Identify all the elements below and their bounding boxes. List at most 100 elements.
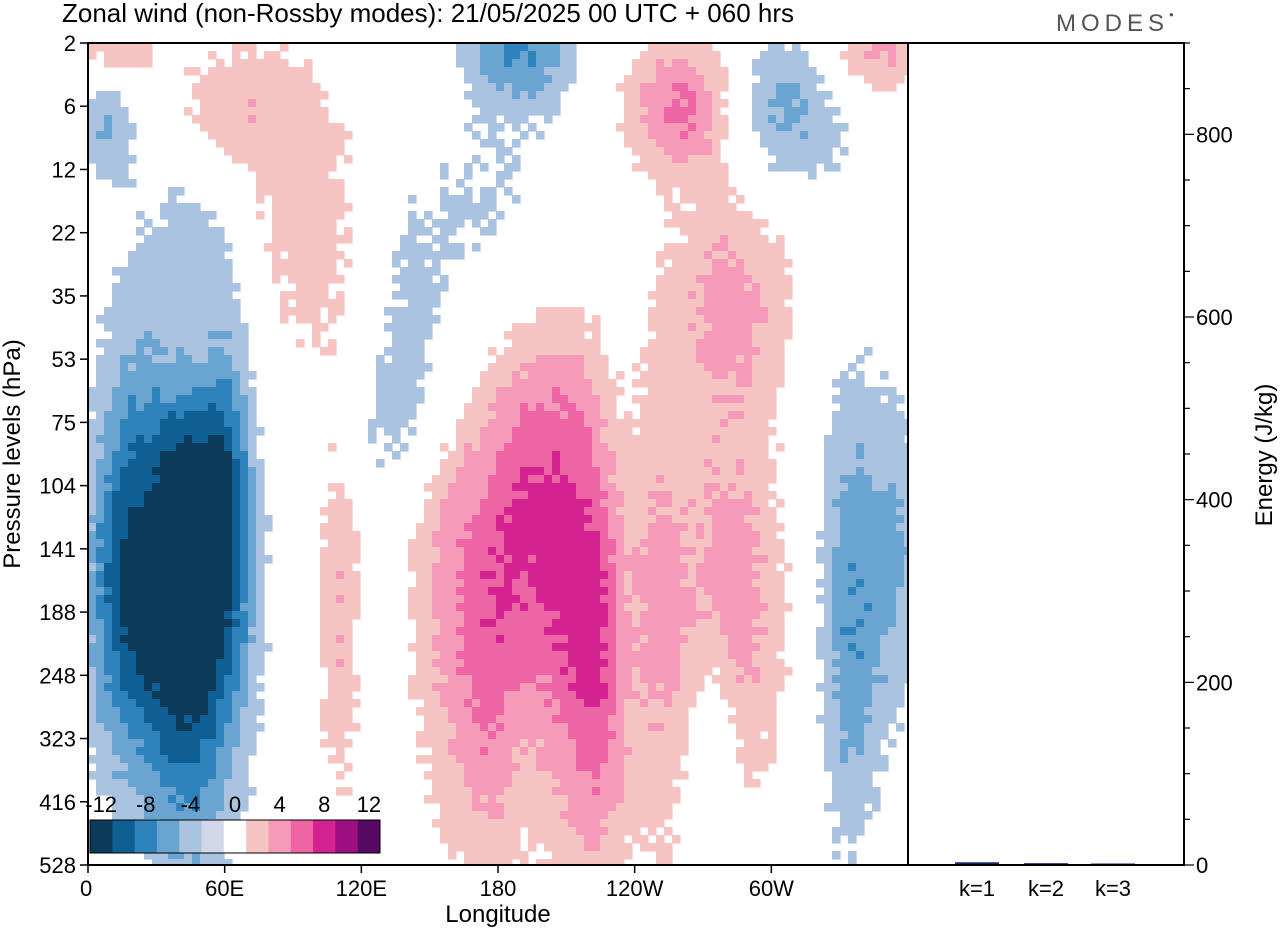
heatmap-cell xyxy=(784,163,793,172)
heatmap-cell xyxy=(840,555,849,564)
heatmap-cell xyxy=(656,659,665,668)
heatmap-cell xyxy=(664,451,673,460)
heatmap-cell xyxy=(584,499,593,508)
heatmap-cell xyxy=(488,75,497,84)
heatmap-cell xyxy=(696,147,705,156)
heatmap-cell xyxy=(128,395,137,404)
heatmap-cell xyxy=(768,299,777,308)
heatmap-cell xyxy=(624,595,633,604)
heatmap-cell xyxy=(136,451,145,460)
heatmap-cell xyxy=(304,275,313,284)
heatmap-cell xyxy=(656,315,665,324)
heatmap-cell xyxy=(112,683,121,692)
heatmap-cell xyxy=(896,635,905,644)
heatmap-cell xyxy=(896,643,905,652)
heatmap-cell xyxy=(432,667,441,676)
heatmap-cell xyxy=(648,411,657,420)
heatmap-cell xyxy=(904,459,909,468)
heatmap-cell xyxy=(128,419,137,428)
heatmap-cell xyxy=(648,363,657,372)
heatmap-cell xyxy=(688,371,697,380)
heatmap-cell xyxy=(160,251,169,260)
heatmap-cell xyxy=(688,411,697,420)
heatmap-cell xyxy=(728,203,737,212)
heatmap-cell xyxy=(528,331,537,340)
heatmap-cell xyxy=(128,299,137,308)
heatmap-cell xyxy=(408,339,417,348)
heatmap-cell xyxy=(200,275,209,284)
heatmap-cell xyxy=(280,179,289,188)
heatmap-cell xyxy=(632,595,641,604)
heatmap-cell xyxy=(104,563,113,572)
heatmap-cell xyxy=(200,347,209,356)
heatmap-cell xyxy=(520,411,529,420)
heatmap-cell xyxy=(752,659,761,668)
heatmap-cell xyxy=(416,675,425,684)
heatmap-cell xyxy=(560,547,569,556)
heatmap-cell xyxy=(896,627,905,636)
heatmap-cell xyxy=(328,579,337,588)
heatmap-cell xyxy=(408,275,417,284)
heatmap-cell xyxy=(824,651,833,660)
heatmap-cell xyxy=(160,499,169,508)
heatmap-cell xyxy=(176,227,185,236)
heatmap-cell xyxy=(304,171,313,180)
heatmap-cell xyxy=(488,395,497,404)
heatmap-cell xyxy=(568,427,577,436)
heatmap-cell xyxy=(736,195,745,204)
heatmap-cell xyxy=(472,539,481,548)
heatmap-cell xyxy=(320,243,329,252)
heatmap-cell xyxy=(856,459,865,468)
heatmap-cell xyxy=(336,195,345,204)
heatmap-cell xyxy=(272,171,281,180)
heatmap-cell xyxy=(456,595,465,604)
heatmap-cell xyxy=(760,91,769,100)
heatmap-cell xyxy=(304,283,313,292)
heatmap-cell xyxy=(744,459,753,468)
heatmap-cell xyxy=(408,547,417,556)
heatmap-cell xyxy=(136,211,145,220)
heatmap-cell xyxy=(848,619,857,628)
heatmap-cell xyxy=(224,595,233,604)
heatmap-cell xyxy=(776,675,785,684)
heatmap-cell xyxy=(256,571,265,580)
heatmap-cell xyxy=(512,491,521,500)
heatmap-cell xyxy=(480,571,489,580)
heatmap-cell xyxy=(752,475,761,484)
heatmap-cell xyxy=(136,619,145,628)
heatmap-cell xyxy=(416,323,425,332)
heatmap-cell xyxy=(864,675,873,684)
heatmap-cell xyxy=(344,555,353,564)
heatmap-cell xyxy=(880,443,889,452)
heatmap-cell xyxy=(160,299,169,308)
heatmap-cell xyxy=(200,515,209,524)
heatmap-cell xyxy=(624,587,633,596)
heatmap-cell xyxy=(280,211,289,220)
heatmap-cell xyxy=(544,371,553,380)
heatmap-cell xyxy=(344,587,353,596)
heatmap-cell xyxy=(624,115,633,124)
heatmap-cell xyxy=(528,579,537,588)
heatmap-cell xyxy=(144,499,153,508)
heatmap-cell xyxy=(688,267,697,276)
heatmap-cell xyxy=(760,675,769,684)
heatmap-cell xyxy=(616,435,625,444)
heatmap-cell xyxy=(864,459,873,468)
heatmap-cell xyxy=(216,507,225,516)
heatmap-cell xyxy=(664,571,673,580)
heatmap-cell xyxy=(336,571,345,580)
heatmap-cell xyxy=(440,627,449,636)
heatmap-cell xyxy=(528,555,537,564)
heatmap-cell xyxy=(112,267,121,276)
heatmap-cell xyxy=(824,675,833,684)
heatmap-cell xyxy=(656,187,665,196)
heatmap-cell xyxy=(528,339,537,348)
heatmap-cell xyxy=(816,531,825,540)
heatmap-cell xyxy=(448,571,457,580)
heatmap-cell xyxy=(184,315,193,324)
heatmap-cell xyxy=(176,459,185,468)
heatmap-cell xyxy=(680,659,689,668)
heatmap-cell xyxy=(200,323,209,332)
heatmap-cell xyxy=(704,187,713,196)
heatmap-cell xyxy=(784,603,793,612)
